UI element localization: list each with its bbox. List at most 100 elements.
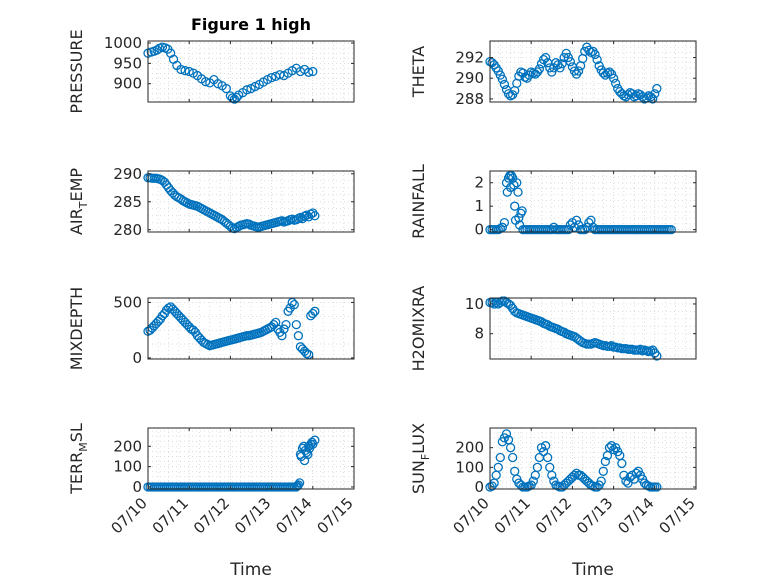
data-point [604,67,615,77]
series-markers [485,296,662,361]
data-point [281,319,291,330]
y-axis-label-tail: EMP [67,168,86,202]
data-point [510,201,520,211]
y-tick-label: 8 [474,325,484,343]
subplot-rainfall: 0 1 2 RAINFALL [409,164,697,239]
data-point [289,299,299,310]
data-point [308,66,318,77]
data-point [308,308,318,319]
y-tick-label: 1000 [104,34,142,52]
data-point [652,482,662,492]
y-tick-label: 290 [455,69,484,87]
data-point [540,52,551,63]
data-point [650,89,660,99]
data-point [277,331,287,341]
figure-title: Figure 1 high [191,15,311,34]
data-point [184,66,194,77]
axes-background [148,298,354,359]
data-point [271,317,281,328]
y-axis-label-tail: SL [67,423,86,442]
data-point [310,211,320,221]
data-point [505,443,516,453]
x-tick-label: 07/15 [314,494,357,537]
data-point [294,478,305,488]
data-point [291,319,301,330]
x-tick-label: 07/12 [190,494,233,537]
axes-background [490,298,696,359]
data-point [310,435,320,445]
y-tick-label: 0 [132,349,142,367]
y-axis-label: H2OMIXRA [409,286,428,372]
data-point [608,73,619,83]
data-point [497,222,508,232]
data-point [509,180,519,190]
data-point [201,77,211,87]
data-point [565,57,575,67]
data-point [596,476,606,486]
data-point [292,481,302,491]
subplot-h2omixra: 8 10 H2OMIXRA [409,286,697,372]
y-axis-label: TERRMSL [67,423,90,495]
data-point [540,441,551,451]
axes-box [147,427,355,490]
data-point [600,456,611,467]
y-axis-label-main: H2OMIXRA [409,286,428,372]
data-point [652,83,662,94]
y-tick-label: 292 [455,49,484,67]
data-point [310,306,320,316]
axes-box [489,297,697,360]
series-markers [143,173,320,234]
y-tick-label: 0 [474,478,484,496]
y-tick-label: 500 [113,293,142,311]
y-axis-label: RAINFALL [409,164,428,239]
data-point [501,429,512,439]
data-point [598,466,608,476]
y-tick-label: 100 [113,458,142,476]
axes-box [489,40,697,103]
y-tick-label: 10 [465,295,484,313]
data-point [499,217,510,228]
axes-box [147,297,355,360]
data-point [515,220,525,230]
y-tick-label: 285 [113,193,142,211]
data-point [304,67,314,77]
data-point [152,45,162,55]
series-markers [143,297,320,360]
y-axis-label-main: SUN [409,460,428,494]
y-tick-label: 2 [474,174,484,192]
y-axis-label-sub: F [419,454,432,460]
y-tick-label: 290 [113,165,142,183]
y-axis-label: MIXDEPTH [67,287,86,370]
series-markers [143,435,320,492]
data-point [582,222,592,232]
data-point [517,206,527,216]
x-tick-label: 07/13 [231,494,274,537]
data-point [569,470,580,480]
x-axis-label: Time [229,560,272,580]
series-markers [143,42,318,104]
y-tick-label: 0 [474,221,484,239]
axes-box [489,427,697,490]
y-tick-label: 100 [455,458,484,476]
subplot-pressure: 900 950 1000 PRESSURE [67,29,355,114]
y-axis-label-main: RAINFALL [409,164,428,239]
data-point [493,462,503,473]
data-point [176,64,186,75]
data-point [590,49,600,60]
data-point [279,324,289,334]
y-axis-label-main: PRESSURE [67,29,86,113]
axes-background [490,428,696,489]
data-point [617,458,627,469]
y-axis-label-main: AIR [67,208,86,235]
data-point [495,452,505,463]
y-axis-label-main: THETA [409,46,428,98]
data-point [221,83,231,94]
data-point [308,208,318,218]
axes-background [148,428,354,489]
y-axis-label: AIRTEMP [67,168,90,235]
y-axis-label: PRESSURE [67,29,86,113]
x-tick-label: 07/10 [108,494,151,537]
y-tick-label: 280 [113,221,142,239]
